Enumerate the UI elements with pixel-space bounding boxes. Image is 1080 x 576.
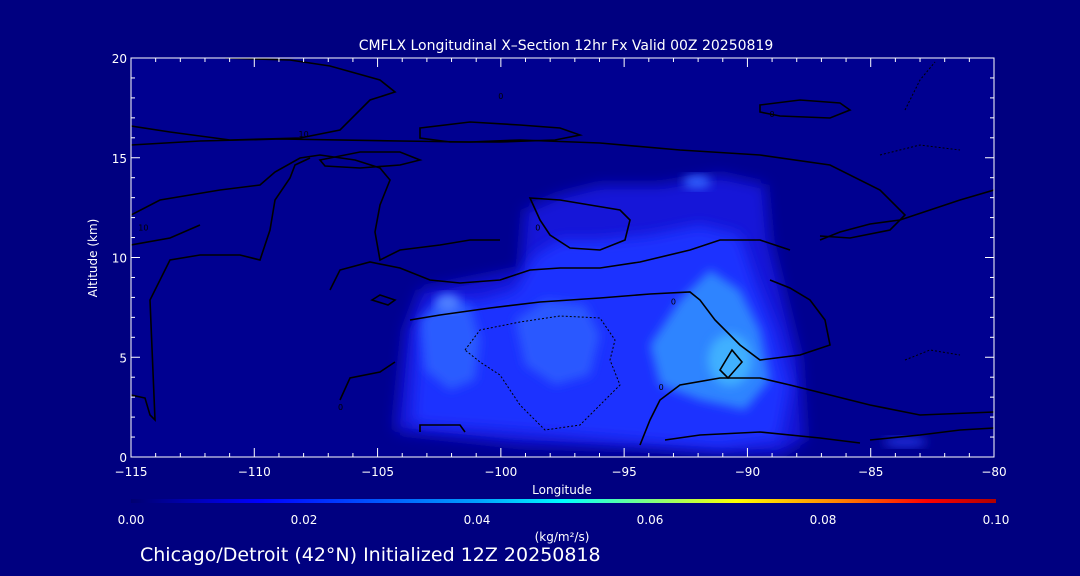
contour-line [131, 224, 201, 246]
contour-line [131, 58, 397, 141]
y-tick-label: 0 [119, 451, 127, 465]
x-axis-label: Longitude [532, 483, 592, 497]
contour-label: 0 [659, 383, 664, 392]
colorbar-tick-label: 0.04 [464, 513, 491, 527]
x-tick-label: −100 [484, 465, 517, 479]
contour-line [339, 361, 396, 401]
flux-upper-spot [683, 175, 711, 189]
contour-line [409, 279, 831, 361]
flux-region-inner-center [515, 300, 600, 385]
dotted-contour [464, 315, 621, 431]
contour-line [819, 189, 994, 241]
x-axis: −115 −110 −105 −100 −95 −90 −85 −80 [115, 58, 1007, 479]
footer-caption: Chicago/Detroit (42°N) Initialized 12Z 2… [140, 544, 601, 566]
colorbar-tick-label: 0.06 [637, 513, 664, 527]
contour-label: 0 [535, 224, 540, 233]
contour-line [131, 157, 311, 423]
x-tick-label: −85 [858, 465, 883, 479]
contour-lines [131, 58, 994, 446]
dotted-contour [879, 144, 961, 156]
contour-line [664, 431, 861, 444]
flux-lower-right-spot [883, 437, 927, 447]
dotted-contour [904, 349, 961, 361]
x-tick-label: −95 [611, 465, 636, 479]
colorbar-ticks: 0.00 0.02 0.04 0.06 0.08 0.10 [118, 513, 1010, 527]
contour-labels: 10 0 10 0 0 0 0 0 [138, 92, 774, 412]
contour-line [131, 138, 907, 239]
contour-line [329, 239, 791, 291]
colorbar-tick-label: 0.00 [118, 513, 145, 527]
x-tick-label: −90 [735, 465, 760, 479]
contour-line [759, 99, 852, 119]
contour-label: 0 [338, 403, 343, 412]
contour-line [370, 294, 397, 306]
x-tick-label: −110 [238, 465, 271, 479]
contour-label: 10 [138, 224, 148, 233]
contour-line [869, 427, 994, 441]
colorbar-tick-label: 0.08 [810, 513, 837, 527]
colorbar-units: (kg/m²/s) [535, 530, 590, 544]
y-tick-label: 20 [112, 52, 127, 66]
contour-line [131, 154, 500, 262]
x-tick-label: −105 [361, 465, 394, 479]
y-tick-label: 5 [119, 351, 127, 365]
chart-title: CMFLX Longitudinal X–Section 12hr Fx Val… [359, 38, 773, 54]
colorbar [131, 499, 996, 503]
colorbar-tick-label: 0.02 [291, 513, 318, 527]
contour-label: 0 [671, 297, 676, 306]
contour-line [639, 377, 994, 446]
contour-line [718, 348, 744, 380]
contour-line [419, 424, 466, 433]
y-axis-label: Altitude (km) [86, 219, 100, 298]
flux-max-core [708, 334, 752, 386]
flux-west-spot [436, 294, 460, 312]
y-tick-label: 15 [112, 152, 127, 166]
flux-region-inner-west [420, 300, 480, 390]
y-tick-label: 10 [112, 252, 127, 266]
contour-line [318, 151, 423, 169]
dotted-contours [464, 61, 961, 431]
dotted-contour [904, 61, 936, 111]
contour-label: 0 [498, 92, 503, 101]
colorbar-tick-label: 0.10 [983, 513, 1010, 527]
y-axis: 0 5 10 15 20 [112, 52, 994, 465]
x-tick-label: −115 [115, 465, 148, 479]
contour-label: 10 [299, 130, 309, 139]
contour-label: 0 [770, 110, 775, 119]
contour-line [528, 197, 631, 251]
x-tick-label: −80 [981, 465, 1006, 479]
contour-line [419, 121, 584, 143]
